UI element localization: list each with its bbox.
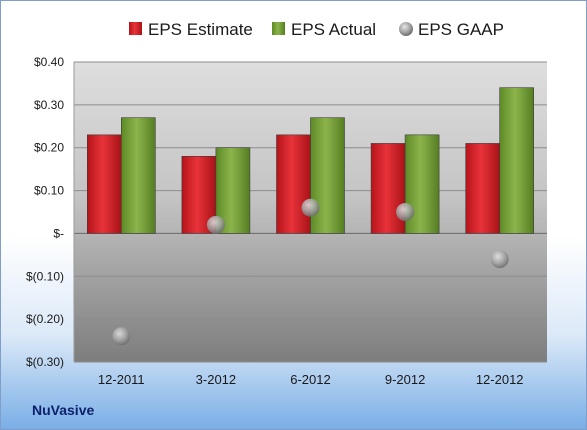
eps-gaap-marker xyxy=(301,198,320,217)
eps-estimate-bar xyxy=(87,134,122,234)
eps-actual-bar xyxy=(499,87,535,234)
x-tick-label: 12-2011 xyxy=(98,372,145,387)
y-tick-label: $0.30 xyxy=(34,98,64,112)
y-tick-label: $0.10 xyxy=(34,184,64,198)
eps-estimate-bar xyxy=(276,134,311,234)
eps-actual-bar xyxy=(121,117,156,234)
legend-label: EPS GAAP xyxy=(418,20,504,39)
legend-swatch xyxy=(129,22,142,35)
legend-swatch xyxy=(272,22,285,35)
x-axis-tick-labels: 12-2011 3-2012 6-2012 9-2012 12-2012 xyxy=(98,372,524,387)
eps-estimate-bar xyxy=(370,143,406,234)
eps-actual-bar xyxy=(310,117,345,234)
y-tick-label: $0.40 xyxy=(34,55,64,69)
y-tick-label: $(0.10) xyxy=(26,269,64,283)
x-tick-label: 9-2012 xyxy=(385,372,425,387)
bars xyxy=(87,87,535,234)
legend-swatch xyxy=(399,22,413,36)
y-tick-label: $(0.30) xyxy=(26,355,64,369)
y-axis-tick-labels: $0.40 $0.30 $0.20 $0.10 $- $(0.10) $(0.20) $(0.… xyxy=(26,55,64,369)
x-tick-label: 12-2012 xyxy=(476,372,524,387)
company-name: NuVasive xyxy=(32,402,95,418)
eps-estimate-bar xyxy=(465,143,501,234)
legend-label: EPS Estimate xyxy=(148,20,253,39)
eps-gaap-marker xyxy=(206,215,225,234)
gaap-markers xyxy=(112,198,509,346)
eps-gaap-marker xyxy=(490,250,509,269)
y-tick-label: $0.20 xyxy=(34,141,64,155)
x-tick-label: 3-2012 xyxy=(196,372,236,387)
x-tick-label: 6-2012 xyxy=(290,372,330,387)
y-tick-label: $- xyxy=(53,226,64,240)
eps-gaap-marker xyxy=(112,327,131,346)
y-tick-label: $(0.20) xyxy=(26,312,64,326)
legend-label: EPS Actual xyxy=(291,20,376,39)
eps-gaap-marker xyxy=(396,203,415,221)
legend: EPS Estimate EPS Actual EPS GAAP xyxy=(129,20,504,39)
